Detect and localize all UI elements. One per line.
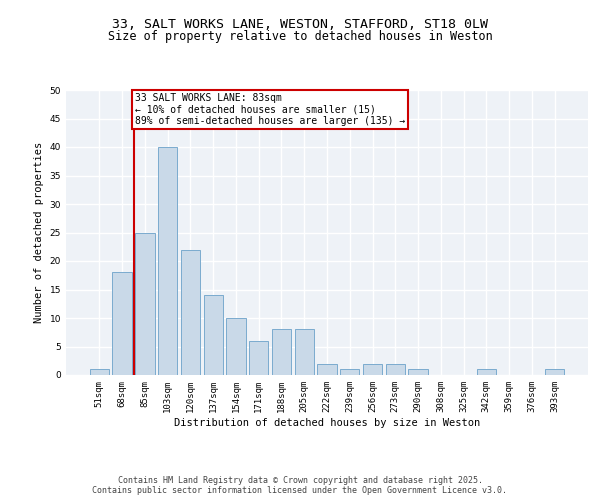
Bar <box>203 295 223 375</box>
Bar <box>181 250 200 375</box>
Bar <box>340 370 359 375</box>
Bar <box>295 330 314 375</box>
Bar <box>363 364 382 375</box>
Text: 33 SALT WORKS LANE: 83sqm
← 10% of detached houses are smaller (15)
89% of semi-: 33 SALT WORKS LANE: 83sqm ← 10% of detac… <box>134 93 405 126</box>
Bar <box>545 370 564 375</box>
Y-axis label: Number of detached properties: Number of detached properties <box>34 142 44 323</box>
Bar <box>386 364 405 375</box>
Text: Size of property relative to detached houses in Weston: Size of property relative to detached ho… <box>107 30 493 43</box>
Bar <box>476 370 496 375</box>
Text: Contains HM Land Registry data © Crown copyright and database right 2025.
Contai: Contains HM Land Registry data © Crown c… <box>92 476 508 495</box>
Bar <box>158 147 178 375</box>
Bar <box>112 272 132 375</box>
X-axis label: Distribution of detached houses by size in Weston: Distribution of detached houses by size … <box>174 418 480 428</box>
Bar <box>135 232 155 375</box>
Text: 33, SALT WORKS LANE, WESTON, STAFFORD, ST18 0LW: 33, SALT WORKS LANE, WESTON, STAFFORD, S… <box>112 18 488 30</box>
Bar <box>317 364 337 375</box>
Bar <box>226 318 245 375</box>
Bar <box>272 330 291 375</box>
Bar <box>90 370 109 375</box>
Bar <box>249 341 268 375</box>
Bar <box>409 370 428 375</box>
